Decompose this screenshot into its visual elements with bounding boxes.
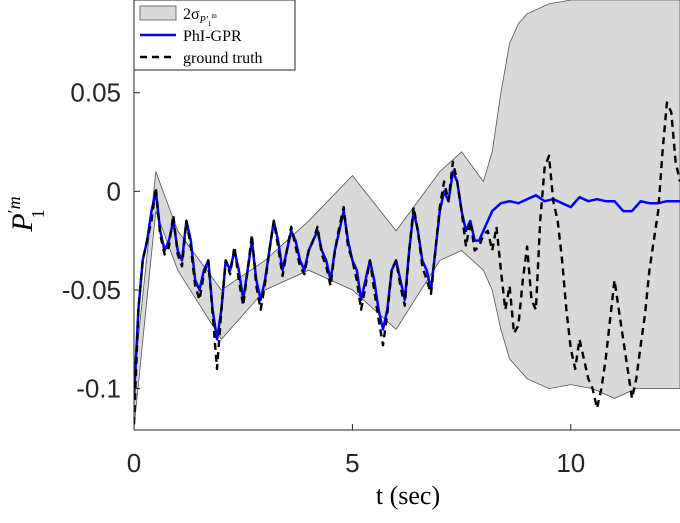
y-tick-label: -0.05 xyxy=(62,275,121,305)
y-axis-label: P′m1 xyxy=(4,196,48,232)
x-axis-label: t (sec) xyxy=(376,481,440,510)
axes-layer: 0 5 10 0.05 0 -0.05 -0.1 xyxy=(62,0,680,478)
x-tick-label: 10 xyxy=(556,448,585,478)
y-tick-label: 0.05 xyxy=(70,78,121,108)
legend-swatch-band xyxy=(139,5,177,21)
legend-label: 2σP′1m xyxy=(183,6,217,28)
legend-label: ground truth xyxy=(183,50,263,67)
plot-area xyxy=(134,0,680,429)
legend-label: PhI-GPR xyxy=(183,28,242,45)
y-tick-label: -0.1 xyxy=(76,374,121,404)
x-tick-label: 5 xyxy=(345,448,359,478)
series-layer xyxy=(134,101,680,425)
y-tick-label: 0 xyxy=(107,176,121,206)
axis-labels: t (sec) P′m1 xyxy=(4,196,440,510)
x-tick-label: 0 xyxy=(127,448,141,478)
series-line-ground-truth xyxy=(134,101,680,425)
confidence-band xyxy=(134,0,680,429)
confidence-band-layer xyxy=(134,0,680,429)
svg-text:P′m1: P′m1 xyxy=(4,196,48,232)
